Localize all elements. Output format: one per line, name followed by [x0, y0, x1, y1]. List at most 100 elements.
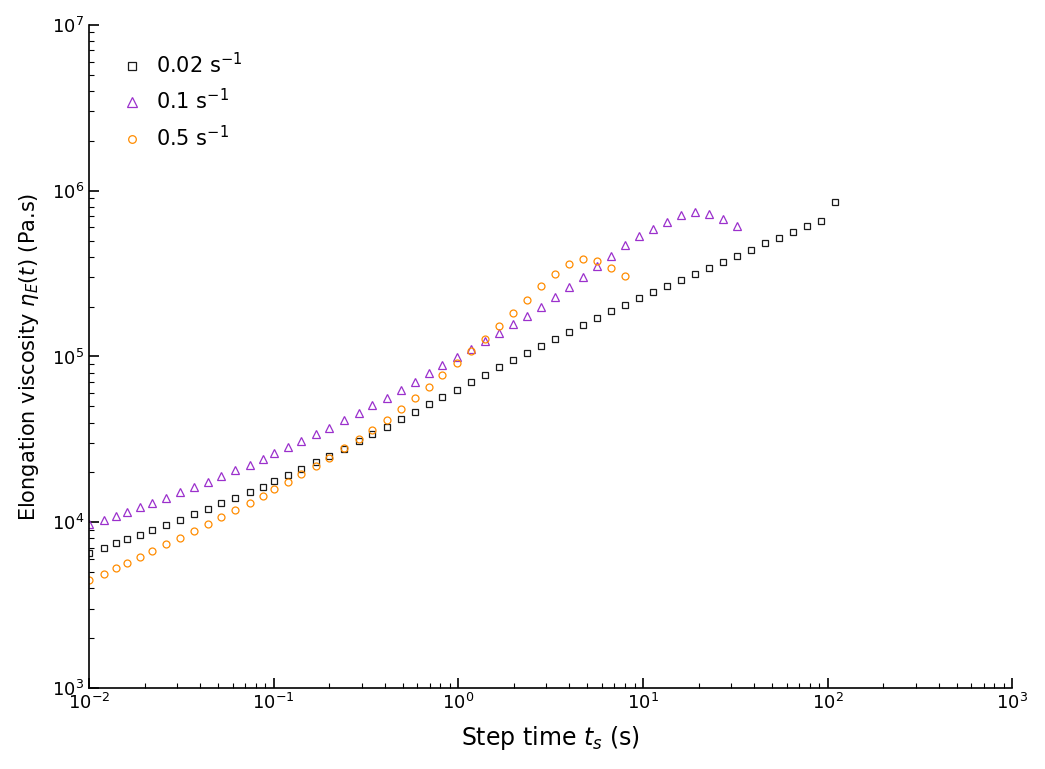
0.5 s$^{-1}$ — [549, 269, 561, 278]
Legend: 0.02 s$^{-1}$, 0.1 s$^{-1}$, 0.5 s$^{-1}$: 0.02 s$^{-1}$, 0.1 s$^{-1}$, 0.5 s$^{-1}… — [99, 35, 258, 167]
0.1 s$^{-1}$ — [465, 345, 478, 354]
0.1 s$^{-1}$ — [479, 336, 491, 345]
0.1 s$^{-1}$ — [450, 353, 463, 362]
0.1 s$^{-1}$ — [619, 241, 631, 250]
0.1 s$^{-1}$ — [159, 493, 171, 502]
0.1 s$^{-1}$ — [257, 454, 270, 464]
Line: 0.5 s$^{-1}$: 0.5 s$^{-1}$ — [86, 256, 629, 584]
0.5 s$^{-1}$ — [577, 255, 589, 264]
0.5 s$^{-1}$ — [83, 575, 95, 584]
0.1 s$^{-1}$ — [633, 231, 646, 241]
Line: 0.02 s$^{-1}$: 0.02 s$^{-1}$ — [86, 199, 839, 557]
0.1 s$^{-1}$ — [563, 282, 576, 291]
0.5 s$^{-1}$ — [310, 461, 323, 471]
0.1 s$^{-1}$ — [660, 217, 673, 226]
0.1 s$^{-1}$ — [717, 215, 729, 224]
0.02 s$^{-1}$ — [83, 549, 95, 558]
0.5 s$^{-1}$ — [605, 264, 618, 273]
0.5 s$^{-1}$ — [257, 491, 270, 501]
0.5 s$^{-1}$ — [535, 281, 548, 291]
0.1 s$^{-1}$ — [229, 466, 241, 475]
0.1 s$^{-1}$ — [422, 369, 435, 378]
0.1 s$^{-1}$ — [647, 224, 659, 233]
Y-axis label: Elongation viscosity $\eta_E(t)$ (Pa.s): Elongation viscosity $\eta_E(t)$ (Pa.s) — [17, 192, 41, 521]
0.5 s$^{-1}$ — [520, 295, 533, 305]
X-axis label: Step time $t_s$ (s): Step time $t_s$ (s) — [461, 724, 641, 752]
0.1 s$^{-1}$ — [323, 423, 335, 432]
0.1 s$^{-1}$ — [295, 437, 307, 446]
0.1 s$^{-1}$ — [605, 251, 618, 260]
0.1 s$^{-1}$ — [689, 208, 701, 217]
0.1 s$^{-1}$ — [268, 448, 280, 458]
0.1 s$^{-1}$ — [310, 430, 323, 439]
0.5 s$^{-1}$ — [479, 334, 491, 343]
0.5 s$^{-1}$ — [409, 394, 421, 403]
0.5 s$^{-1}$ — [268, 484, 280, 494]
0.5 s$^{-1}$ — [120, 558, 133, 568]
0.02 s$^{-1}$ — [215, 499, 228, 508]
0.1 s$^{-1}$ — [188, 483, 201, 492]
0.1 s$^{-1}$ — [507, 320, 519, 329]
0.5 s$^{-1}$ — [134, 552, 146, 561]
0.02 s$^{-1}$ — [159, 520, 171, 529]
0.1 s$^{-1}$ — [173, 488, 186, 497]
0.5 s$^{-1}$ — [619, 271, 631, 281]
0.1 s$^{-1}$ — [215, 471, 228, 481]
0.5 s$^{-1}$ — [380, 415, 393, 424]
0.1 s$^{-1}$ — [577, 272, 589, 281]
0.5 s$^{-1}$ — [395, 404, 408, 414]
0.5 s$^{-1}$ — [492, 321, 505, 331]
0.5 s$^{-1}$ — [563, 260, 576, 269]
0.1 s$^{-1}$ — [703, 210, 716, 219]
0.02 s$^{-1}$ — [829, 198, 841, 207]
0.1 s$^{-1}$ — [83, 519, 95, 528]
0.1 s$^{-1}$ — [395, 385, 408, 394]
0.1 s$^{-1}$ — [110, 511, 122, 520]
0.5 s$^{-1}$ — [436, 371, 448, 380]
0.5 s$^{-1}$ — [97, 569, 110, 578]
0.5 s$^{-1}$ — [173, 533, 186, 542]
0.1 s$^{-1}$ — [436, 361, 448, 370]
0.5 s$^{-1}$ — [202, 519, 214, 528]
0.5 s$^{-1}$ — [338, 444, 350, 453]
0.02 s$^{-1}$ — [257, 482, 270, 491]
0.5 s$^{-1}$ — [188, 526, 201, 535]
0.1 s$^{-1}$ — [409, 377, 421, 386]
0.5 s$^{-1}$ — [465, 346, 478, 355]
0.5 s$^{-1}$ — [146, 547, 159, 556]
Line: 0.1 s$^{-1}$: 0.1 s$^{-1}$ — [85, 208, 742, 528]
0.1 s$^{-1}$ — [492, 328, 505, 338]
0.1 s$^{-1}$ — [549, 292, 561, 301]
0.5 s$^{-1}$ — [229, 505, 241, 514]
0.1 s$^{-1}$ — [243, 460, 256, 469]
0.1 s$^{-1}$ — [675, 211, 688, 220]
0.5 s$^{-1}$ — [353, 434, 366, 444]
0.1 s$^{-1}$ — [353, 408, 366, 418]
0.1 s$^{-1}$ — [97, 515, 110, 524]
0.1 s$^{-1}$ — [732, 221, 744, 231]
0.02 s$^{-1}$ — [353, 437, 366, 446]
0.1 s$^{-1}$ — [120, 507, 133, 516]
0.5 s$^{-1}$ — [591, 257, 604, 266]
0.5 s$^{-1}$ — [450, 358, 463, 368]
0.02 s$^{-1}$ — [745, 245, 758, 255]
0.5 s$^{-1}$ — [507, 308, 519, 318]
0.1 s$^{-1}$ — [380, 393, 393, 402]
0.1 s$^{-1}$ — [282, 443, 295, 452]
0.5 s$^{-1}$ — [422, 382, 435, 391]
0.5 s$^{-1}$ — [282, 477, 295, 486]
0.5 s$^{-1}$ — [323, 453, 335, 462]
0.1 s$^{-1}$ — [591, 261, 604, 271]
0.1 s$^{-1}$ — [202, 477, 214, 486]
0.5 s$^{-1}$ — [243, 498, 256, 508]
0.5 s$^{-1}$ — [110, 564, 122, 573]
0.1 s$^{-1}$ — [520, 311, 533, 321]
0.1 s$^{-1}$ — [535, 302, 548, 311]
0.5 s$^{-1}$ — [215, 512, 228, 521]
0.1 s$^{-1}$ — [134, 503, 146, 512]
0.5 s$^{-1}$ — [295, 470, 307, 479]
0.1 s$^{-1}$ — [146, 498, 159, 508]
0.5 s$^{-1}$ — [366, 425, 378, 434]
0.1 s$^{-1}$ — [366, 401, 378, 410]
0.1 s$^{-1}$ — [338, 416, 350, 425]
